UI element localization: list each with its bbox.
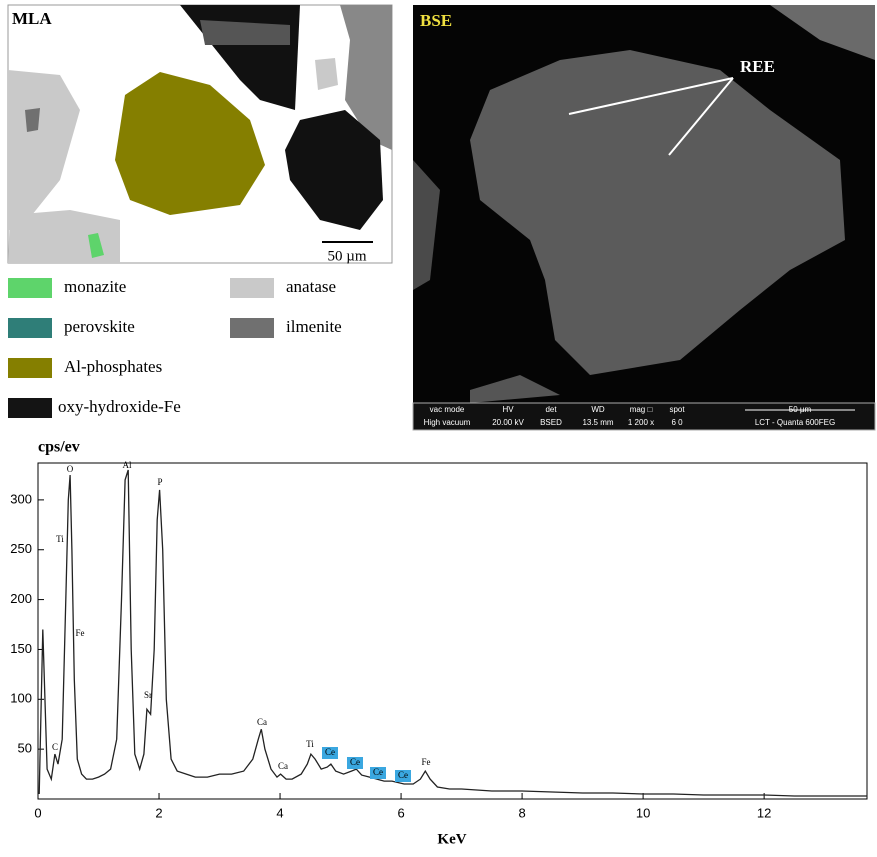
legend-swatch <box>8 278 52 298</box>
info-header: vac mode <box>430 405 465 414</box>
info-header: HV <box>502 405 514 414</box>
plot-frame <box>38 463 867 799</box>
legend-swatch <box>230 318 274 338</box>
info-header: det <box>545 405 557 414</box>
peak-label: Fe <box>76 628 85 638</box>
mla-scale: 50 µm <box>327 248 366 264</box>
info-value: 20.00 kV <box>492 418 524 427</box>
peak-label: Ce <box>350 757 360 767</box>
peak-label: Ca <box>278 761 288 771</box>
peak-label: Fe <box>422 757 431 767</box>
ree-label: REE <box>740 57 775 76</box>
y-tick-label: 150 <box>10 641 32 656</box>
info-header: WD <box>591 405 605 414</box>
mla-label: MLA <box>12 9 52 28</box>
y-tick-label: 250 <box>10 541 32 556</box>
instrument: LCT - Quanta 600FEG <box>755 418 835 427</box>
legend-swatch <box>8 358 52 378</box>
x-tick-label: 4 <box>276 805 283 820</box>
info-value: High vacuum <box>424 418 471 427</box>
legend-label: monazite <box>64 277 126 296</box>
bse-label: BSE <box>420 11 452 30</box>
x-label: KeV <box>437 831 466 847</box>
legend-label: perovskite <box>64 317 135 336</box>
legend-label: ilmenite <box>286 317 342 336</box>
bse-image <box>413 5 875 430</box>
peak-label: Ti <box>56 534 64 544</box>
x-tick-label: 2 <box>155 805 162 820</box>
y-tick-label: 100 <box>10 691 32 706</box>
peak-label: Ti <box>306 739 314 749</box>
peak-label: C <box>52 742 58 752</box>
y-label: cps/ev <box>38 439 80 456</box>
legend-label: oxy-hydroxide-Fe <box>58 397 181 416</box>
legend-swatch <box>8 398 52 418</box>
bse-scale: 50 µm <box>789 405 812 414</box>
info-value: 13.5 mm <box>582 418 613 427</box>
legend-label: Al-phosphates <box>64 357 162 376</box>
x-tick-label: 8 <box>518 805 525 820</box>
info-header: spot <box>669 405 685 414</box>
peak-label: Ce <box>325 747 335 757</box>
info-value: 1 200 x <box>628 418 654 427</box>
y-tick-label: 50 <box>18 741 32 756</box>
peak-label: Ce <box>373 767 383 777</box>
x-tick-label: 0 <box>34 805 41 820</box>
info-header: mag □ <box>630 405 653 414</box>
peak-label: Al <box>123 460 132 470</box>
legend-swatch <box>230 278 274 298</box>
mla-image <box>8 5 392 263</box>
figure: MLA 50 µm monazite perovskite Al-phosphate… <box>0 0 877 857</box>
peak-label: O <box>67 464 74 474</box>
spectrum-line <box>39 470 867 796</box>
y-tick-label: 300 <box>10 491 32 506</box>
x-tick-label: 10 <box>636 805 650 820</box>
legend-swatch <box>8 318 52 338</box>
x-tick-label: 12 <box>757 805 771 820</box>
y-tick-label: 200 <box>10 591 32 606</box>
peak-label: Sr <box>144 690 152 700</box>
peak-label: Ce <box>398 770 408 780</box>
info-value: 6 0 <box>671 418 683 427</box>
legend-label: anatase <box>286 277 336 296</box>
peak-label: Ca <box>257 717 267 727</box>
peak-label: P <box>157 477 162 487</box>
info-value: BSED <box>540 418 562 427</box>
x-tick-label: 6 <box>397 805 404 820</box>
